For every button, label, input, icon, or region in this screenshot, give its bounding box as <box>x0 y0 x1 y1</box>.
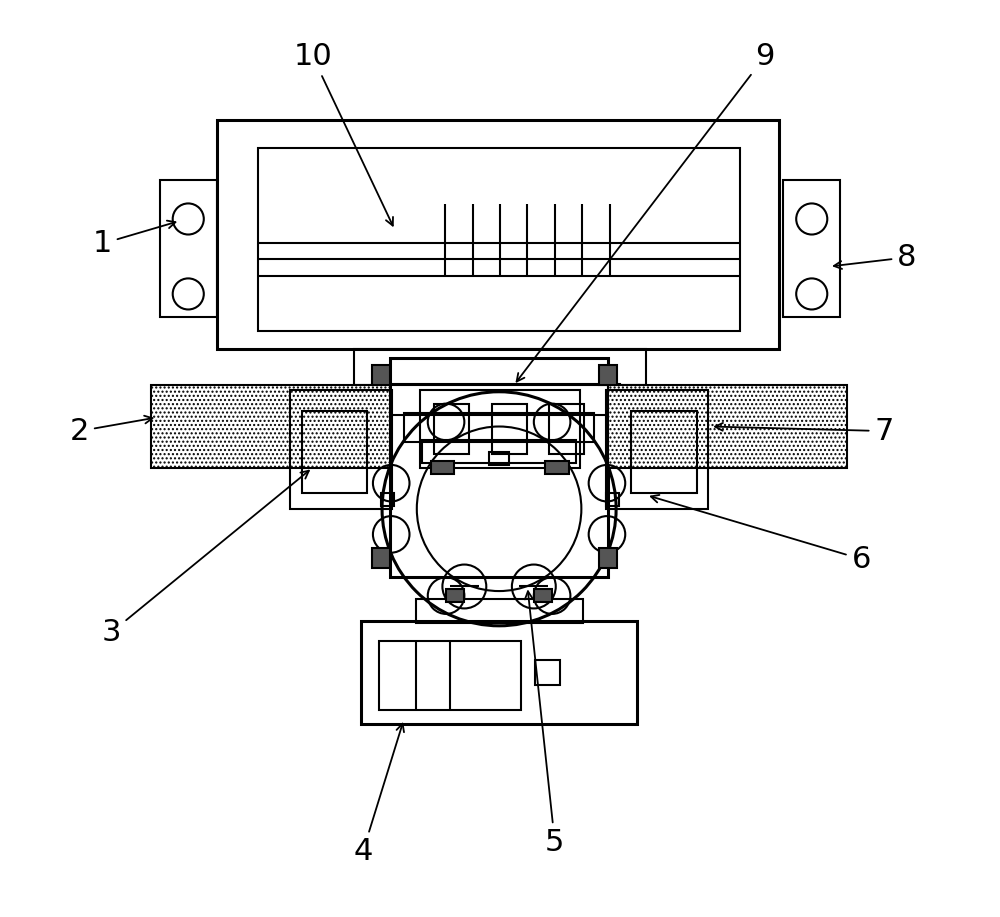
Text: 2: 2 <box>70 415 152 446</box>
Bar <box>608 385 847 468</box>
Bar <box>302 411 367 493</box>
Bar <box>361 621 637 724</box>
Bar <box>422 440 576 463</box>
Bar <box>379 641 521 710</box>
Bar <box>420 390 580 468</box>
Bar <box>431 461 454 474</box>
Bar <box>217 120 779 348</box>
Bar <box>599 365 617 385</box>
Bar <box>404 413 594 442</box>
Bar <box>492 403 527 454</box>
Bar <box>446 590 464 602</box>
Bar <box>434 403 469 454</box>
Text: 10: 10 <box>293 42 393 226</box>
Bar <box>534 590 552 602</box>
Bar <box>258 148 740 330</box>
Bar <box>535 659 560 685</box>
Text: 5: 5 <box>525 591 565 857</box>
Bar <box>151 385 390 468</box>
Bar <box>290 390 392 509</box>
Bar <box>606 493 619 506</box>
Bar <box>354 348 646 385</box>
Bar <box>379 383 620 414</box>
Bar <box>416 600 583 623</box>
Bar <box>783 180 840 316</box>
Bar <box>549 403 584 454</box>
Bar <box>545 461 569 474</box>
Text: 8: 8 <box>834 243 917 271</box>
Bar <box>606 390 708 509</box>
Bar <box>372 365 390 385</box>
Text: 6: 6 <box>651 495 871 573</box>
Bar <box>381 493 394 506</box>
Text: 3: 3 <box>102 470 309 646</box>
Bar <box>599 548 617 569</box>
Text: 1: 1 <box>93 221 175 259</box>
Bar <box>372 548 390 569</box>
Bar <box>390 358 608 578</box>
Bar <box>160 180 217 316</box>
Text: 9: 9 <box>517 42 775 381</box>
Text: 7: 7 <box>715 416 894 446</box>
Text: 4: 4 <box>353 724 404 867</box>
Bar <box>489 452 509 465</box>
Bar <box>631 411 697 493</box>
